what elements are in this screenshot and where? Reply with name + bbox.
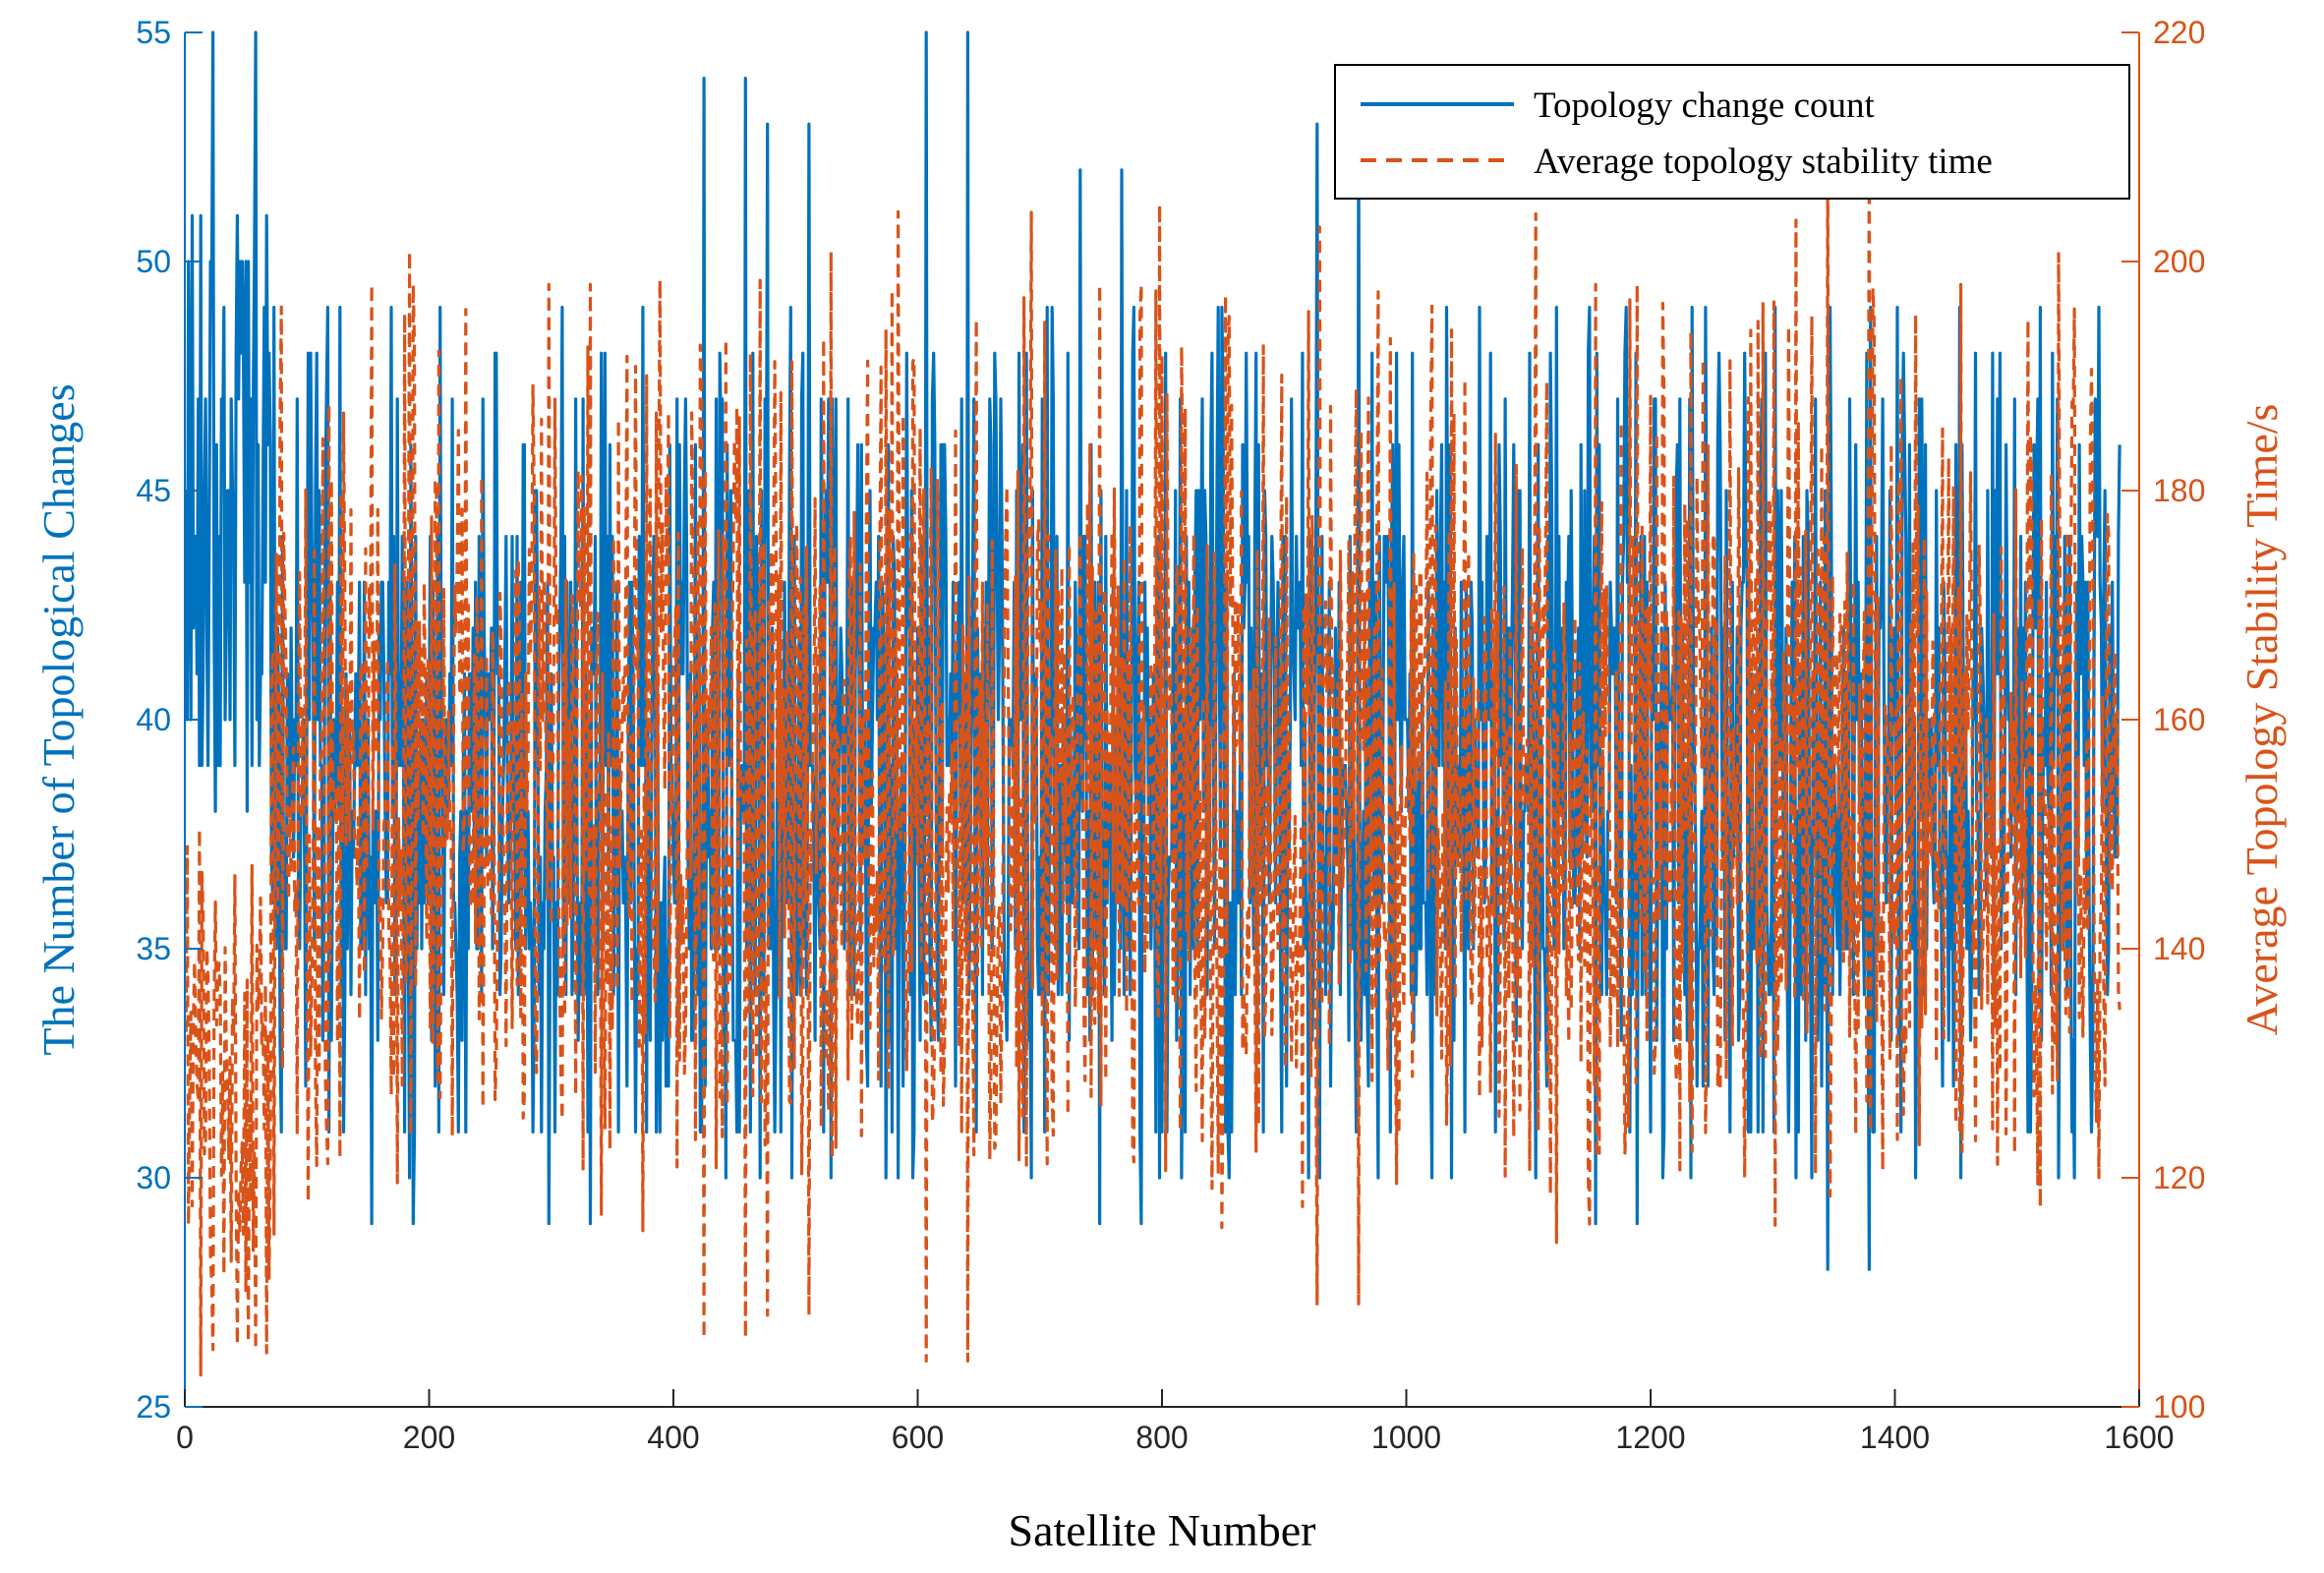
y-tick-label-right: 220	[2153, 15, 2205, 50]
x-tick-label: 1400	[1860, 1420, 1930, 1455]
y-tick-label-left: 40	[136, 702, 171, 737]
ticks-layer: 0 200 400 600 800 1000 1200 1400 1600 25 30 35 40 45 5…	[136, 15, 2205, 1455]
x-tick-label: 600	[892, 1420, 944, 1455]
series-layer	[184, 30, 2121, 1377]
legend-label-average-topology-stability-time: Average topology stability time	[1534, 142, 1993, 182]
legend-box	[1334, 64, 2130, 200]
x-tick-label: 0	[176, 1420, 194, 1455]
y-tick-label-left: 50	[136, 244, 171, 279]
y-tick-label-right: 100	[2153, 1389, 2205, 1425]
legend: Topology change count Average topology s…	[1334, 64, 2130, 200]
y-tick-label-left: 25	[136, 1389, 171, 1425]
y-axis-title-left: The Number of Topological Changes	[33, 383, 84, 1055]
y-tick-label-left: 45	[136, 473, 171, 508]
x-tick-label: 400	[647, 1420, 699, 1455]
x-tick-label: 800	[1135, 1420, 1188, 1455]
legend-label-topology-change-count: Topology change count	[1534, 86, 1875, 126]
y-axis-title-right: Average Topology Stability Time/s	[2237, 404, 2287, 1036]
y-tick-label-left: 35	[136, 931, 171, 966]
series-line-average-topology-stability-time	[184, 156, 2121, 1377]
x-tick-label: 200	[403, 1420, 455, 1455]
y-tick-label-right: 160	[2153, 702, 2205, 737]
x-tick-label: 1000	[1371, 1420, 1441, 1455]
x-tick-label: 1600	[2104, 1420, 2174, 1455]
y-tick-label-left: 55	[136, 15, 171, 50]
x-axis-title: Satellite Number	[1009, 1505, 1316, 1555]
y-tick-label-right: 120	[2153, 1160, 2205, 1195]
y-tick-label-right: 140	[2153, 931, 2205, 966]
y-tick-label-right: 200	[2153, 244, 2205, 279]
y-tick-label-right: 180	[2153, 473, 2205, 508]
y-tick-label-left: 30	[136, 1160, 171, 1195]
x-tick-label: 1200	[1615, 1420, 1685, 1455]
